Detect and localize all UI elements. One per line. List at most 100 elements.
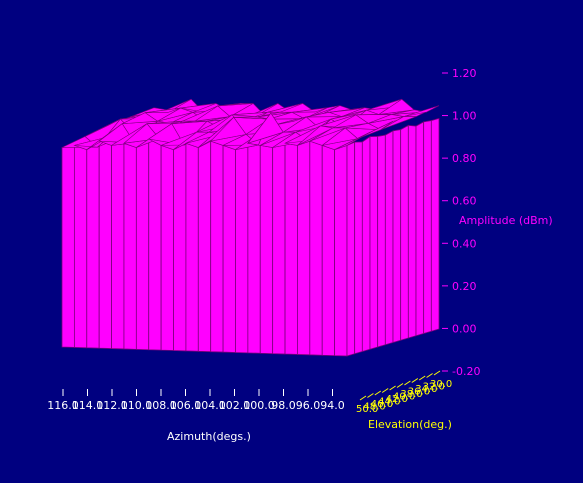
azimuth-tick-label: 102.0 (219, 399, 251, 412)
amplitude-tick-label: 0.80 (452, 152, 477, 165)
surface-top-facet (330, 109, 367, 120)
surface-front-strip (321, 144, 336, 357)
surface-front-strip (334, 144, 348, 357)
amplitude-tick-label: 0.40 (452, 237, 477, 250)
surface-top-facet (171, 120, 208, 125)
surface-front-strip (235, 142, 249, 354)
elevation-tick-mark (411, 378, 419, 383)
amplitude-axis-label: Amplitude (dBm) (459, 214, 553, 227)
surface-top-facet (332, 114, 370, 129)
surface-front-strip (284, 142, 298, 355)
surface-top-facet (403, 105, 440, 117)
surface-top-facet (306, 112, 342, 118)
elevation-tick-label: 48.0 (363, 402, 385, 413)
surface-mesh (61, 98, 440, 357)
amplitude-tick-label: 1.20 (452, 67, 477, 80)
elevation-tick-mark (396, 383, 404, 388)
surface-peak (246, 112, 284, 144)
surface-top-facet (270, 116, 307, 127)
surface-top-facet (329, 107, 365, 113)
amplitude-axis: 1.20 1.00 0.80 0.60 0.40 0.20 0.00 -0.20 Amplit… (442, 67, 553, 378)
surface-side-strip (369, 135, 379, 350)
elevation-tick-mark (367, 393, 374, 398)
elevation-tick-label: 38.0 (400, 389, 422, 400)
surface-top-facet (391, 109, 427, 115)
elevation-tick-mark (381, 388, 389, 393)
elevation-tick-mark (426, 373, 433, 378)
elevation-tick-label: 40.0 (393, 392, 415, 403)
surface-side-strip (423, 120, 432, 335)
surface-front-strip (222, 144, 236, 353)
azimuth-axis: 116.0114.0112.0110.0108.0106.0104.0102.0… (47, 389, 345, 443)
amplitude-tick-label: 0.60 (452, 195, 477, 208)
azimuth-tick-label: 116.0 (47, 399, 79, 412)
surface-front-strip (98, 140, 112, 349)
surface-top-facet (295, 118, 332, 133)
surface-front-strip (309, 140, 323, 356)
surface-front-strip (123, 142, 137, 350)
surface-front-strip (61, 144, 75, 348)
surface-front-strip (111, 142, 125, 350)
surface-side-strip (407, 124, 417, 339)
amplitude-tick-label: 0.00 (452, 322, 477, 335)
azimuth-tick-label: 114.0 (72, 399, 104, 412)
surface-front-strip (86, 140, 100, 349)
elevation-tick-mark (404, 380, 411, 386)
elevation-tick-mark (418, 375, 426, 381)
surface-top-facet (309, 127, 346, 142)
surface-side-strip (346, 141, 356, 357)
surface-top-facet (231, 112, 268, 117)
amplitude-tick-label: 0.20 (452, 280, 477, 293)
surface-top-facet (217, 103, 254, 107)
surface-front-strip (73, 144, 88, 349)
surface-front-strip (210, 140, 224, 353)
surface-front-strip (173, 142, 187, 352)
azimuth-axis-label: Azimuth(degs.) (167, 430, 251, 443)
surface-top-facet (145, 107, 181, 114)
surface-top-facet (292, 107, 328, 113)
amplitude-tick-label: -0.20 (452, 365, 480, 378)
surface-top-facet (84, 118, 121, 137)
surface-front-strip (247, 142, 261, 354)
surface-front-strip (148, 138, 162, 351)
surface-side-strip (361, 135, 371, 353)
surface-top-facet (380, 116, 417, 131)
surface-side-strip (430, 117, 440, 332)
surface-front-strip (135, 138, 150, 351)
amplitude-tick-label: 1.00 (452, 110, 477, 123)
surface-front-strip (197, 140, 212, 353)
surface-front-strip (160, 144, 174, 351)
elevation-tick-label: 44.0 (378, 397, 400, 408)
elevation-tick-mark (374, 390, 382, 396)
elevation-tick-label: 32.0 (423, 382, 445, 393)
elevation-tick-mark (389, 385, 396, 391)
surface-top-facet (322, 127, 359, 146)
azimuth-tick-label: 98.0 (271, 399, 296, 412)
elevation-axis-label: Elevation(deg.) (368, 418, 452, 431)
azimuth-tick-label: 104.0 (194, 399, 226, 412)
surface-side-strip (354, 141, 363, 355)
surface-top-facet (233, 116, 270, 120)
surface-top-facet (297, 125, 334, 146)
surface-top-facet (378, 98, 415, 115)
surface-front-strip (185, 142, 199, 352)
elevation-tick-label: 36.0 (408, 387, 430, 398)
surface-top-facet (122, 112, 159, 125)
azimuth-tick-label: 94.0 (320, 399, 345, 412)
surface-top-facet (157, 107, 195, 122)
surface-front-strip (297, 140, 311, 356)
surface-side-strip (400, 124, 409, 341)
elevation-tick-mark (433, 370, 441, 376)
azimuth-tick-label: 106.0 (170, 399, 202, 412)
elevation-tick-label: 30.0 (430, 379, 452, 390)
azimuth-tick-label: 96.0 (296, 399, 321, 412)
surface-top-facet (304, 105, 340, 120)
surface-side-strip (415, 121, 425, 337)
elevation-tick-label: 34.0 (415, 384, 437, 395)
surface-front-strip (259, 144, 274, 355)
surface-top-facet (147, 123, 185, 146)
elevation-tick-label: 42.0 (386, 394, 408, 405)
azimuth-tick-label: 108.0 (145, 399, 177, 412)
elevation-tick-mark (359, 395, 367, 401)
